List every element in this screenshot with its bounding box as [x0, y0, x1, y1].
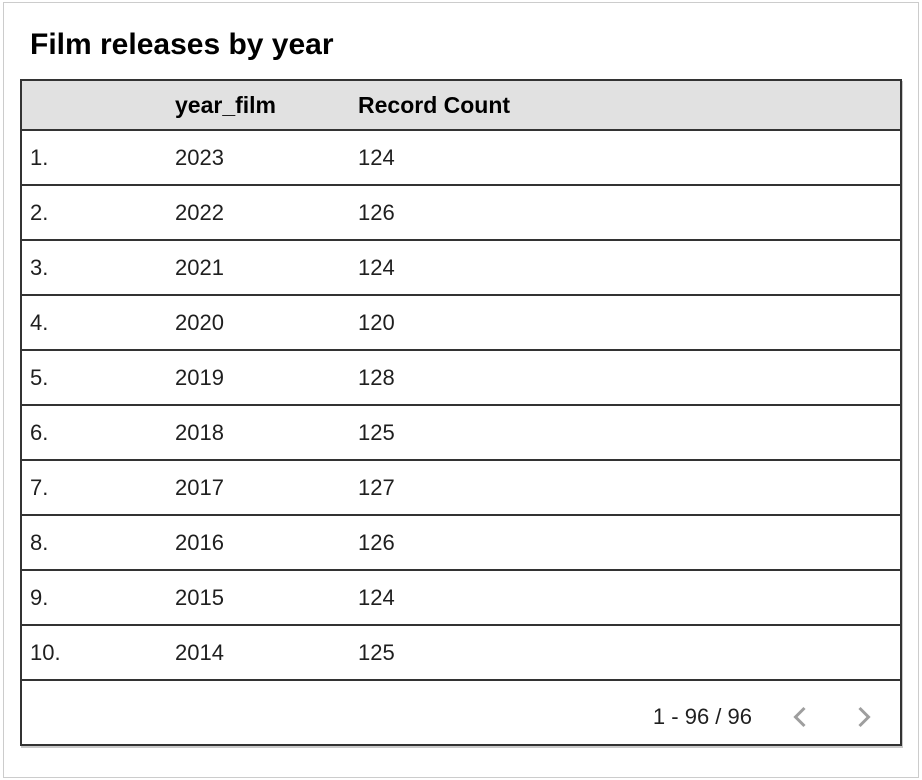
record-count-cell: 126	[358, 199, 395, 225]
record-count-cell: 124	[358, 584, 395, 610]
record-count-cell: 128	[358, 364, 395, 390]
year-film-cell: 2021	[175, 254, 224, 280]
year-film-cell: 2014	[175, 639, 224, 665]
pagination-next-button[interactable]	[850, 704, 876, 730]
table-row: 4. 2020 120	[22, 294, 900, 349]
table-row: 2. 2022 126	[22, 184, 900, 239]
record-count-cell: 124	[358, 144, 395, 170]
table-row: 5. 2019 128	[22, 349, 900, 404]
table-row: 10. 2014 125	[22, 624, 900, 679]
table-row: 7. 2017 127	[22, 459, 900, 514]
pagination-prev-button[interactable]	[788, 704, 814, 730]
pagination-range: 1 - 96 / 96	[652, 704, 752, 729]
year-film-cell: 2019	[175, 364, 224, 390]
row-index-cell: 9.	[30, 584, 49, 610]
table-row: 1. 2023 124	[22, 129, 900, 184]
year-film-cell: 2016	[175, 529, 224, 555]
row-index-cell: 5.	[30, 364, 49, 390]
chart-title: Film releases by year	[30, 28, 334, 61]
row-index-cell: 4.	[30, 309, 49, 335]
record-count-cell: 124	[358, 254, 395, 280]
film-releases-table: year_film Record Count 1. 2023 124 2. 20…	[20, 79, 902, 746]
row-index-cell: 8.	[30, 529, 49, 555]
table-footer: 1 - 96 / 96	[22, 679, 900, 744]
header-cell-year-film[interactable]: year_film	[175, 91, 277, 118]
year-film-cell: 2018	[175, 419, 224, 445]
header-cell-record-count[interactable]: Record Count	[358, 91, 511, 118]
table-row: 6. 2018 125	[22, 404, 900, 459]
record-count-cell: 120	[358, 309, 395, 335]
year-film-cell: 2015	[175, 584, 224, 610]
row-index-cell: 1.	[30, 144, 49, 170]
year-film-cell: 2020	[175, 309, 224, 335]
table-row: 9. 2015 124	[22, 569, 900, 624]
row-index-cell: 10.	[30, 639, 61, 665]
table-row: 8. 2016 126	[22, 514, 900, 569]
chevron-left-icon	[788, 704, 814, 730]
table-header-row: year_film Record Count	[22, 81, 900, 129]
record-count-cell: 127	[358, 474, 395, 500]
record-count-cell: 126	[358, 529, 395, 555]
year-film-cell: 2017	[175, 474, 224, 500]
year-film-cell: 2022	[175, 199, 224, 225]
row-index-cell: 3.	[30, 254, 49, 280]
row-index-cell: 2.	[30, 199, 49, 225]
record-count-cell: 125	[358, 639, 395, 665]
record-count-cell: 125	[358, 419, 395, 445]
row-index-cell: 6.	[30, 419, 49, 445]
year-film-cell: 2023	[175, 144, 224, 170]
table-row: 3. 2021 124	[22, 239, 900, 294]
row-index-cell: 7.	[30, 474, 49, 500]
chevron-right-icon	[850, 704, 876, 730]
